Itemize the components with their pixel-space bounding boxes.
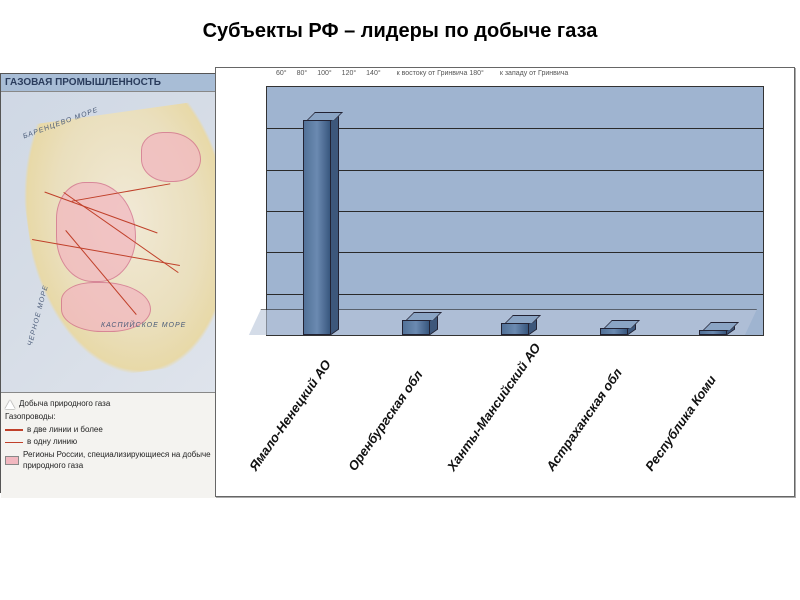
map-legend: Добыча природного газа Газопроводы: в дв…	[1, 392, 229, 498]
top-tick: 120°	[342, 70, 356, 77]
top-tick: 140°	[366, 70, 380, 77]
chart-plot-area	[266, 86, 764, 336]
content-row: ГАЗОВАЯ ПРОМЫШЛЕННОСТЬ БАРЕНЦЕВО МОРЕ КА…	[0, 67, 800, 557]
chart-category-label: Ханты-Мансийский АО	[444, 340, 544, 473]
page-title: Субъекты РФ – лидеры по добыче газа	[0, 0, 800, 67]
chart-panel: 60° 80° 100° 120° 140° к востоку от Грин…	[215, 67, 795, 497]
line-multi-icon	[5, 429, 23, 431]
chart-bar	[600, 328, 634, 335]
map-header: ГАЗОВАЯ ПРОМЫШЛЕННОСТЬ	[1, 74, 229, 92]
chart-category-label: Ямало-Ненецкий АО	[246, 357, 334, 473]
chart-x-labels: Ямало-Ненецкий АООренбургская облХанты-М…	[266, 340, 764, 490]
chart-bar	[501, 323, 535, 335]
swatch-icon	[5, 456, 19, 465]
legend-point-label: Добыча природного газа	[19, 399, 110, 410]
top-caption-east: к востоку от Гринвича 180°	[397, 70, 484, 77]
legend-regions: Регионы России, специализирующиеся на до…	[23, 450, 225, 472]
line-single-icon	[5, 442, 23, 443]
top-tick: 60°	[276, 70, 287, 77]
chart-bars-layer	[267, 87, 763, 335]
map-panel: ГАЗОВАЯ ПРОМЫШЛЕННОСТЬ БАРЕНЦЕВО МОРЕ КА…	[0, 73, 230, 493]
top-tick: 100°	[317, 70, 331, 77]
sea-label: КАСПИЙСКОЕ МОРЕ	[101, 322, 186, 329]
chart-category-label: Республика Коми	[642, 372, 719, 473]
chart-bar	[699, 330, 733, 335]
legend-pipes-single: в одну линию	[27, 437, 77, 448]
chart-bar	[303, 120, 337, 335]
legend-pipes-title: Газопроводы:	[5, 412, 56, 423]
top-tick: 80°	[297, 70, 308, 77]
top-caption-west: к западу от Гринвича	[500, 70, 568, 77]
map-body: БАРЕНЦЕВО МОРЕ КАСПИЙСКОЕ МОРЕ ЧЕРНОЕ МО…	[1, 92, 229, 392]
map-region-highlight	[141, 132, 201, 182]
chart-bar	[402, 320, 436, 335]
legend-pipes-multi: в две линии и более	[27, 425, 103, 436]
chart-top-scale: 60° 80° 100° 120° 140° к востоку от Грин…	[216, 70, 794, 77]
triangle-icon	[5, 400, 15, 409]
chart-category-label: Оренбургская обл	[345, 367, 426, 473]
chart-category-label: Астраханская обл	[543, 365, 625, 473]
